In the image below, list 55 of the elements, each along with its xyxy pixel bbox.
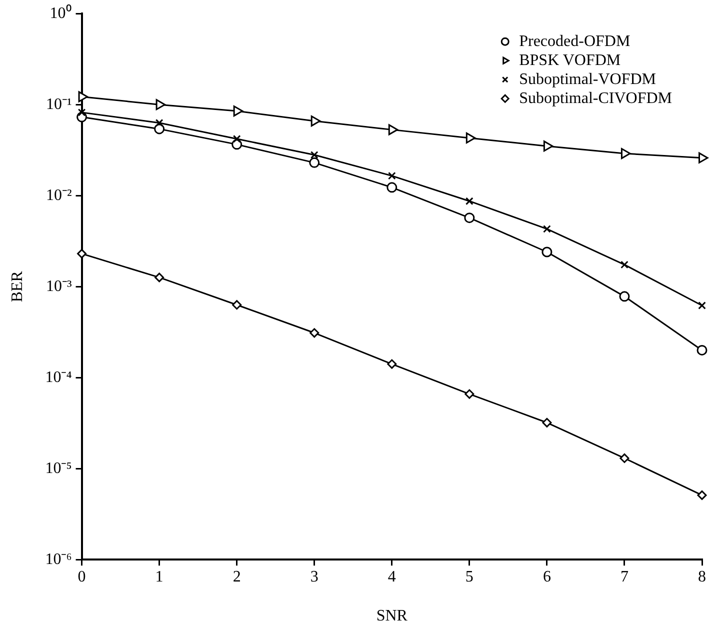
point (619, 291, 630, 302)
y-tick-label: 10⁰ (50, 4, 72, 22)
point (543, 225, 551, 233)
point (154, 272, 164, 282)
point (620, 453, 630, 463)
x-tick-label: 1 (155, 568, 164, 586)
point (232, 134, 241, 143)
y-tick-label: 10⁻⁴ (45, 368, 72, 386)
legend-label: BPSK VOFDM (519, 52, 621, 69)
x-tick-label: 0 (78, 568, 86, 586)
point (464, 212, 475, 224)
y-tick-label: 10⁻³ (46, 278, 72, 295)
point (232, 300, 242, 310)
point (697, 490, 707, 500)
point (309, 157, 320, 168)
legend-label: Suboptimal-CIVOFDM (519, 90, 672, 107)
x-tick-label: 3 (310, 568, 318, 586)
y-tick-label: 10⁻² (46, 186, 72, 204)
point (696, 344, 708, 356)
y-tick-label: 10⁻¹ (46, 96, 72, 113)
point (543, 140, 554, 152)
point (387, 359, 397, 369)
point (620, 148, 631, 160)
legend-label: Suboptimal-VOFDM (519, 70, 656, 88)
point (156, 99, 166, 110)
x-tick-label: 2 (232, 568, 241, 586)
x-tick-label: 7 (620, 568, 628, 586)
x-axis-title: SNR (376, 608, 408, 625)
point (233, 106, 244, 117)
x-tick-label: 5 (465, 568, 474, 586)
point (155, 118, 164, 127)
point (698, 302, 706, 310)
point (310, 328, 320, 338)
point (465, 197, 474, 206)
x-tick-label: 6 (542, 568, 551, 586)
point (542, 418, 552, 428)
legend-label: Precoded-OFDM (519, 32, 630, 50)
point (388, 172, 396, 180)
point (466, 132, 476, 144)
point (77, 248, 87, 258)
point (620, 260, 628, 269)
point (310, 150, 318, 159)
y-tick-label: 10⁻⁶ (45, 550, 72, 568)
point (154, 124, 165, 134)
x-tick-label: 4 (388, 568, 396, 586)
point (542, 246, 552, 258)
point (310, 116, 321, 127)
x-tick-label: 8 (698, 568, 706, 586)
point (464, 389, 474, 399)
point (698, 152, 708, 164)
point (78, 91, 88, 102)
y-tick-label: 10⁻⁵ (45, 460, 72, 477)
point (386, 182, 398, 193)
point (388, 124, 398, 136)
y-axis-title: BER (8, 270, 26, 302)
